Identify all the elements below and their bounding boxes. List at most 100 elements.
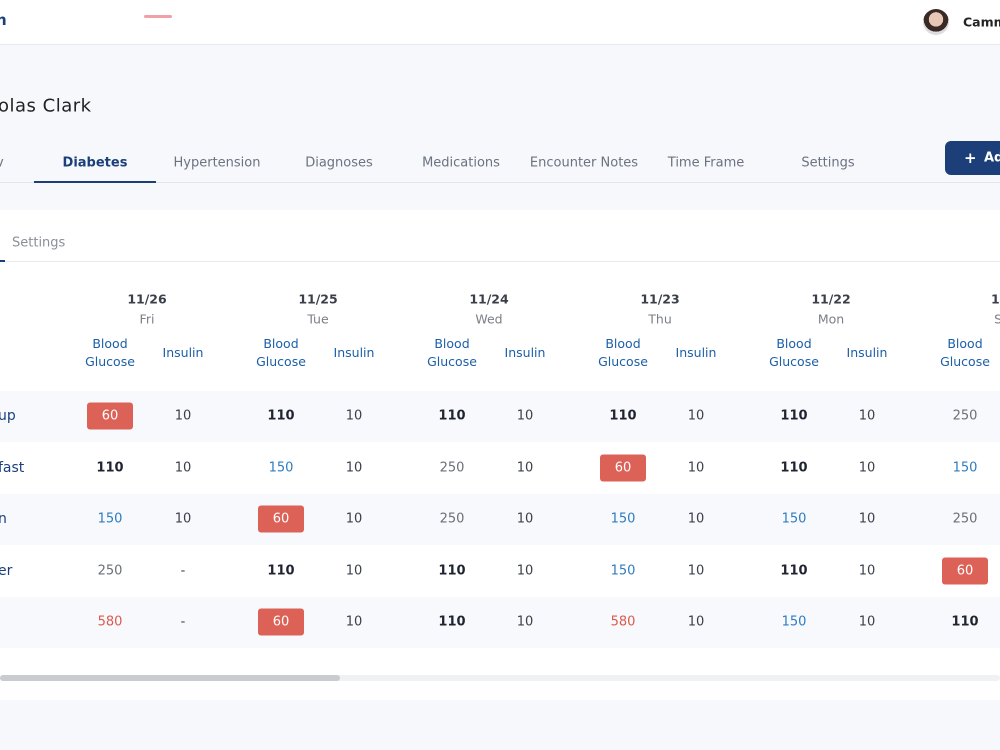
subheader: Blood Glucose [940,336,990,369]
glucose-value: 110 [438,408,466,424]
insulin-value: 10 [345,511,363,527]
column-date: 11/ [991,291,1000,307]
user-name[interactable]: Camm [963,14,1000,30]
column-day: Mon [817,311,845,327]
row-background [0,390,1000,442]
insulin-value: 10 [516,408,534,424]
glucose-value: 150 [610,511,636,527]
column-day: Wed [475,311,503,327]
tab[interactable]: Diagnoses [305,155,373,171]
tab[interactable]: Medications [422,155,500,171]
column-date: 11/24 [469,291,509,307]
insulin-value: 10 [174,511,192,527]
subheader: Insulin [504,345,546,360]
subtab-indicator [0,260,5,262]
subtab-border [0,261,1000,262]
row-label: er [0,562,13,579]
glucose-value: 580 [610,614,636,630]
subheader: Blood Glucose [769,336,819,369]
patient-name: olas Clark [0,95,92,117]
column-date: 11/26 [127,291,167,307]
subheader: Blood Glucose [85,336,135,369]
subtab[interactable]: Settings [12,235,66,251]
glucose-value: 150 [268,460,294,475]
tab[interactable]: Encounter Notes [529,155,639,171]
insulin-value: - [180,563,186,578]
insulin-value: 10 [858,408,876,424]
glucose-value: 250 [439,511,465,527]
glucose-value: 110 [951,614,979,630]
insulin-value: - [180,614,186,630]
glucose-value: 60 [258,505,304,533]
row-label: n [0,511,7,527]
column-day: Su [994,311,1000,327]
insulin-value: 10 [174,460,192,475]
glucose-value: 150 [97,511,123,527]
tab[interactable]: Time Frame [667,155,745,171]
glucose-value: 60 [87,402,133,430]
column-date: 11/23 [640,291,680,307]
glucose-value: 250 [952,408,978,424]
tab[interactable]: Diabetes [62,155,128,171]
column-day: Fri [139,311,155,327]
logo[interactable]: n [0,11,7,29]
insulin-value: 10 [858,460,876,475]
subheader: Insulin [162,345,204,360]
insulin-value: 10 [345,408,363,424]
glucose-value: 150 [952,460,978,475]
insulin-value: 10 [687,460,705,475]
glucose-value: 150 [610,563,636,578]
glucose-value: 580 [97,614,123,630]
tab[interactable]: Hypertension [173,155,261,171]
insulin-value: 10 [345,563,363,578]
glucose-value: 250 [97,563,123,578]
column-date: 11/25 [298,291,338,307]
insulin-value: 10 [858,511,876,527]
scrollbar-thumb[interactable] [0,675,340,681]
subheader: Insulin [675,345,717,360]
glucose-value: 110 [780,563,808,578]
insulin-value: 10 [516,511,534,527]
row-label: up [0,408,16,424]
accent-line [144,15,172,18]
insulin-value: 10 [687,408,705,424]
glucose-value: 60 [600,454,646,481]
insulin-value: 10 [687,511,705,527]
glucose-value: 110 [780,460,808,475]
glucose-value: 110 [438,563,466,578]
insulin-value: 10 [345,460,363,475]
glucose-value: 110 [438,614,466,630]
glucose-value: 110 [267,408,295,424]
add-icon: + [964,149,977,167]
insulin-value: 10 [516,563,534,578]
glucose-value: 60 [258,608,304,636]
subheader: Blood Glucose [598,336,648,369]
glucose-value: 110 [267,563,295,578]
subheader: Insulin [333,345,375,360]
avatar[interactable] [923,9,949,35]
subheader: Blood Glucose [256,336,306,369]
insulin-value: 10 [858,563,876,578]
tab[interactable]: v [0,156,4,171]
row-background [0,493,1000,545]
glucose-value: 110 [780,408,808,424]
tab[interactable]: Settings [801,155,855,171]
glucose-value: 250 [952,511,978,527]
tab-border [0,182,1000,183]
active-tab-indicator [34,181,156,183]
add-button[interactable] [945,141,1000,175]
column-date: 11/22 [811,291,851,307]
column-day: Tue [307,311,329,327]
add-button-label: Ad [984,150,1000,166]
insulin-value: 10 [687,563,705,578]
glucose-value: 60 [942,557,988,584]
subheader: Insulin [846,345,888,360]
insulin-value: 10 [516,614,534,630]
glucose-value: 250 [439,460,465,475]
insulin-value: 10 [174,408,192,424]
top-bar [0,0,1000,45]
insulin-value: 10 [687,614,705,630]
subheader: Blood Glucose [427,336,477,369]
glucose-value: 150 [781,511,807,527]
